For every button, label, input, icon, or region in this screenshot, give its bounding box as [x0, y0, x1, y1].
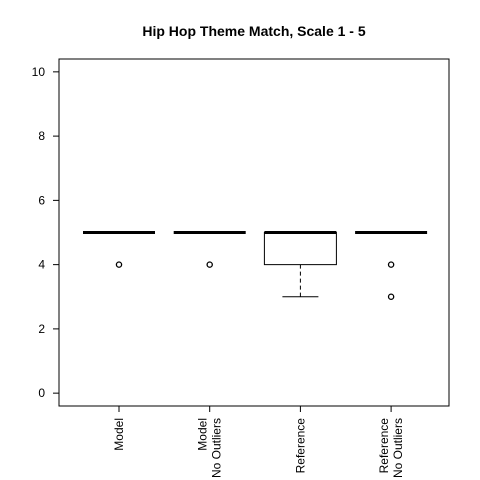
x-tick-label: Model — [112, 418, 126, 451]
x-tick-label: No Outliers — [391, 418, 405, 478]
y-tick-label: 6 — [38, 193, 45, 207]
box-series — [83, 231, 428, 301]
outlier-point — [387, 293, 395, 301]
y-tick-label: 8 — [38, 129, 45, 143]
y-tick-label: 2 — [38, 322, 45, 336]
outlier-point — [115, 261, 123, 268]
y-tick-label: 10 — [32, 65, 46, 79]
y-axis: 0 2 4 6 8 10 — [32, 65, 60, 400]
outlier-point — [387, 261, 395, 268]
box-group — [173, 231, 246, 268]
chart-title: Hip Hop Theme Match, Scale 1 - 5 — [142, 23, 365, 39]
outlier-point — [206, 261, 213, 268]
x-tick-label: No Outliers — [210, 418, 224, 478]
box-group — [355, 231, 428, 301]
box-group — [83, 231, 155, 268]
x-tick-label: Reference — [293, 418, 307, 474]
box-group — [263, 231, 337, 298]
box-body — [263, 232, 337, 266]
x-axis: Model Model No Outliers Reference Reference N… — [112, 405, 405, 478]
y-tick-label: 4 — [38, 258, 45, 272]
x-tick-label: Reference — [377, 418, 391, 474]
x-tick-label: Model — [196, 418, 210, 451]
y-tick-label: 0 — [38, 386, 45, 400]
